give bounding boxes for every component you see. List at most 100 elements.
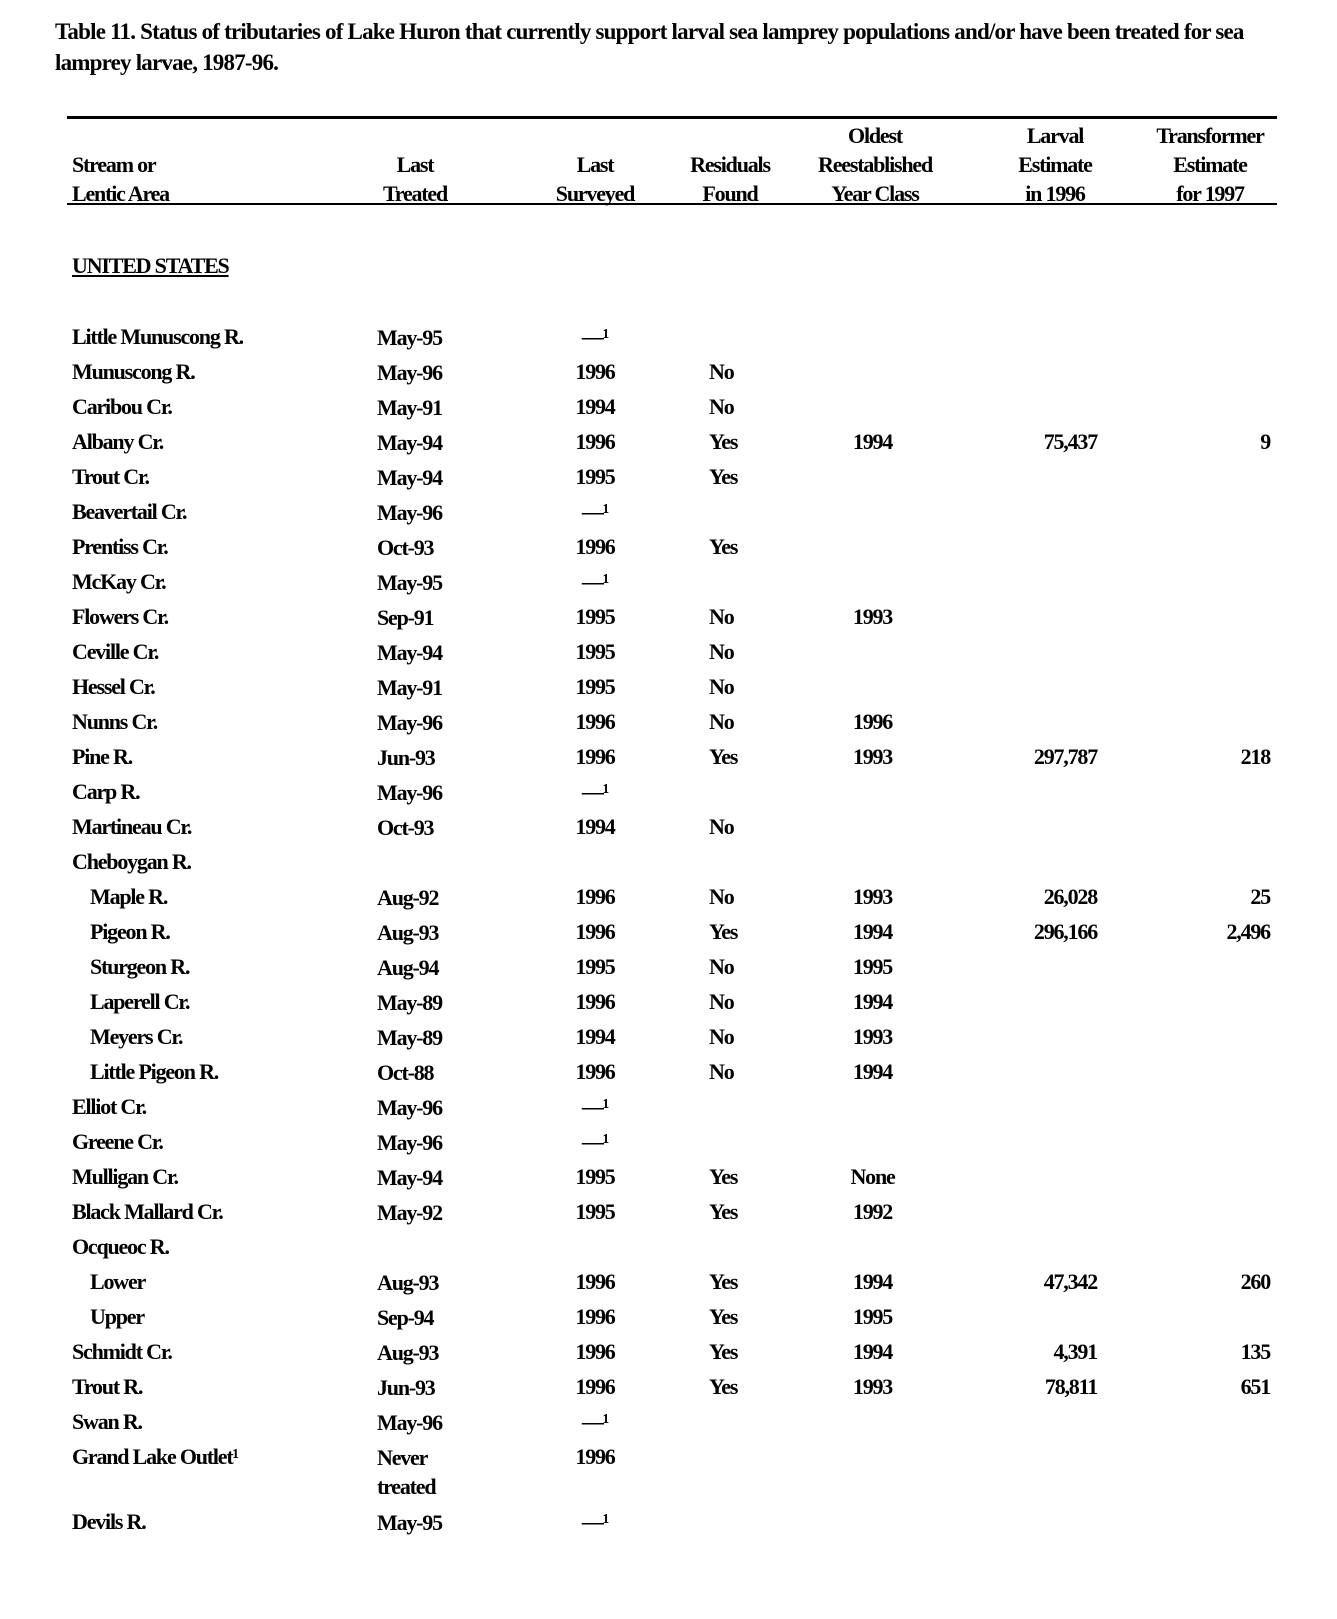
header-text: Oldest <box>848 123 903 148</box>
cell-name: Laperell Cr. <box>90 989 190 1014</box>
cell-name: Black Mallard Cr. <box>72 1199 224 1224</box>
cell-treated: May-96 <box>377 360 443 385</box>
cell-name: Upper <box>90 1304 145 1329</box>
table-row: Swan R. May-96 —¹ <box>0 1405 1337 1440</box>
cell-surveyed: 1996 <box>575 919 615 944</box>
cell-name: Grand Lake Outlet¹ <box>72 1444 239 1469</box>
header-text: Larval <box>1026 123 1085 148</box>
cell-name: Nunns Cr. <box>72 709 158 734</box>
cell-surveyed: 1996 <box>575 1304 615 1329</box>
cell-name: Carp R. <box>72 779 141 804</box>
cell-transformer: 218 <box>1240 744 1272 769</box>
cell-residuals: No <box>709 604 735 629</box>
cell-surveyed: —¹ <box>581 569 609 594</box>
cell-larval: 297,787 <box>1033 744 1098 769</box>
cell-name: Albany Cr. <box>72 429 164 454</box>
cell-treated: May-96 <box>377 1095 443 1120</box>
table-row: Flowers Cr. Sep-91 1995 No 1993 <box>0 600 1337 635</box>
header-text: Treated <box>382 181 448 206</box>
cell-transformer: 651 <box>1240 1374 1272 1399</box>
cell-surveyed: 1996 <box>575 1269 615 1294</box>
cell-surveyed: —¹ <box>581 1129 609 1154</box>
table-row: Hessel Cr. May-91 1995 No <box>0 670 1337 705</box>
cell-name: Ceville Cr. <box>72 639 159 664</box>
section-heading: UNITED STATES <box>72 253 230 278</box>
header-rule <box>67 203 1277 205</box>
cell-residuals: No <box>709 1024 735 1049</box>
cell-surveyed: 1996 <box>575 429 615 454</box>
header-treated: Last Treated <box>360 150 470 208</box>
table-row: Nunns Cr. May-96 1996 No 1996 <box>0 705 1337 740</box>
cell-surveyed: 1995 <box>575 604 615 629</box>
table-row: Grand Lake Outlet¹ Never treated 1996 <box>0 1440 1337 1505</box>
cell-treated: May-92 <box>377 1200 443 1225</box>
cell-residuals: Yes <box>709 919 738 944</box>
cell-oldest: 1995 <box>852 1304 893 1329</box>
cell-name: Little Munuscong R. <box>72 324 244 349</box>
cell-larval: 296,166 <box>1033 919 1098 944</box>
cell-surveyed: 1996 <box>575 1374 615 1399</box>
header-text: Stream or <box>72 152 157 177</box>
cell-oldest: 1996 <box>852 709 893 734</box>
cell-surveyed: 1995 <box>575 1199 615 1224</box>
table-row: Ceville Cr. May-94 1995 No <box>0 635 1337 670</box>
cell-oldest: 1995 <box>852 954 893 979</box>
cell-residuals: No <box>709 884 735 909</box>
header-residuals: Residuals Found <box>675 150 785 208</box>
cell-residuals: No <box>709 989 735 1014</box>
cell-name: Little Pigeon R. <box>90 1059 219 1084</box>
cell-treated: Sep-91 <box>377 605 435 630</box>
cell-surveyed: 1996 <box>575 534 615 559</box>
header-text: Year Class <box>831 181 919 206</box>
cell-surveyed: 1994 <box>575 1024 615 1049</box>
table-row: Trout R. Jun-93 1996 Yes 1993 78,811 651 <box>0 1370 1337 1405</box>
cell-surveyed: 1996 <box>575 1059 615 1084</box>
table-row: Maple R. Aug-92 1996 No 1993 26,028 25 <box>0 880 1337 915</box>
cell-name: Mulligan Cr. <box>72 1164 179 1189</box>
table-row: Meyers Cr. May-89 1994 No 1993 <box>0 1020 1337 1055</box>
cell-surveyed: 1994 <box>575 814 615 839</box>
header-text: Lentic Area <box>72 181 170 206</box>
cell-name: Pigeon R. <box>90 919 171 944</box>
cell-treated: Aug-93 <box>377 1270 439 1295</box>
cell-name: Lower <box>90 1269 146 1294</box>
cell-surveyed: 1996 <box>575 744 615 769</box>
cell-treated: Oct-88 <box>377 1060 435 1085</box>
header-text: Transformer <box>1156 123 1265 148</box>
cell-residuals: Yes <box>709 1304 738 1329</box>
cell-treated: Aug-92 <box>377 885 439 910</box>
cell-residuals: Yes <box>709 1339 738 1364</box>
header-text: Residuals <box>690 152 771 177</box>
cell-residuals: Yes <box>709 1164 738 1189</box>
header-larval: Larval Estimate in 1996 <box>1000 121 1110 208</box>
cell-transformer: 260 <box>1240 1269 1272 1294</box>
cell-residuals: Yes <box>709 1199 738 1224</box>
cell-oldest: 1994 <box>852 919 893 944</box>
table-row: Ocqueoc R. <box>0 1230 1337 1265</box>
cell-treated: Oct-93 <box>377 815 435 840</box>
cell-treated: May-96 <box>377 500 443 525</box>
cell-name: Swan R. <box>72 1409 143 1434</box>
cell-surveyed: —¹ <box>581 1509 609 1534</box>
cell-surveyed: —¹ <box>581 1409 609 1434</box>
cell-name: Caribou Cr. <box>72 394 173 419</box>
table-row: Mulligan Cr. May-94 1995 Yes None <box>0 1160 1337 1195</box>
cell-treated: May-94 <box>377 640 443 665</box>
top-rule <box>67 116 1277 119</box>
table-row: Little Pigeon R. Oct-88 1996 No 1994 <box>0 1055 1337 1090</box>
header-stream: Stream or Lentic Area <box>72 150 170 208</box>
cell-oldest: 1994 <box>852 1269 893 1294</box>
cell-transformer: 25 <box>1250 884 1271 909</box>
cell-treated: May-89 <box>377 990 443 1015</box>
cell-oldest: 1994 <box>852 1059 893 1084</box>
cell-name: Elliot Cr. <box>72 1094 147 1119</box>
table-row: Caribou Cr. May-91 1994 No <box>0 390 1337 425</box>
cell-treated: May-96 <box>377 780 443 805</box>
table-row: Prentiss Cr. Oct-93 1996 Yes <box>0 530 1337 565</box>
cell-treated: May-96 <box>377 710 443 735</box>
header-oldest: Oldest Reestablished Year Class <box>805 121 945 208</box>
cell-treated: May-95 <box>377 1510 443 1535</box>
table-row: Munuscong R. May-96 1996 No <box>0 355 1337 390</box>
table-row: Martineau Cr. Oct-93 1994 No <box>0 810 1337 845</box>
cell-surveyed: 1995 <box>575 674 615 699</box>
